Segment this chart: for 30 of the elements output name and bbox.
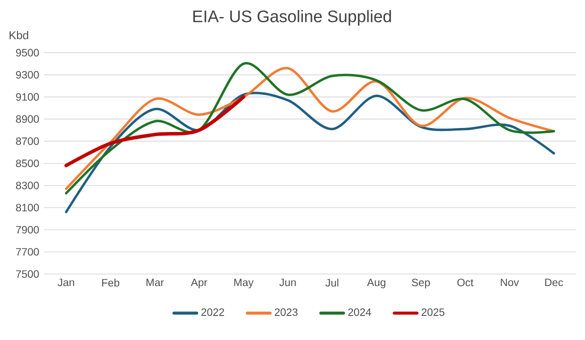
y-tick-label: 7900 [16, 226, 39, 234]
y-tick-label: 9100 [16, 93, 39, 101]
x-tick-label: Oct [457, 278, 474, 286]
y-tick-label: 9300 [16, 71, 39, 79]
y-tick-label: 8300 [16, 182, 39, 190]
line-series [64, 95, 246, 168]
y-tick-label: 7700 [16, 248, 39, 256]
x-tick-label: Aug [367, 278, 386, 288]
legend-label: 2024 [348, 308, 372, 316]
x-tick-label: Sep [412, 278, 430, 288]
y-tick-label: 8700 [16, 137, 39, 145]
chart-title: EIA- US Gasoline Supplied [193, 10, 391, 26]
y-tick-label: 8900 [16, 115, 39, 123]
x-tick-label: May [234, 278, 254, 288]
y-axis-title: Kbd [10, 30, 28, 40]
x-tick-label: Jun [279, 278, 296, 286]
y-tick-label: 7500 [16, 270, 39, 278]
y-tick-label: 8100 [16, 204, 39, 212]
y-tick-label: 8500 [16, 160, 39, 168]
legend-label: 2023 [274, 308, 298, 316]
legend-label: 2025 [422, 308, 444, 316]
x-tick-label: Nov [500, 278, 519, 286]
x-tick-label: Apr [190, 278, 208, 288]
x-tick-label: Dec [545, 278, 564, 286]
x-tick-label: Jan [58, 278, 74, 286]
x-tick-label: Feb [102, 278, 120, 287]
legend-label: 2022 [201, 308, 224, 316]
x-tick-label: Jul [326, 278, 338, 287]
y-tick-label: 9500 [16, 48, 39, 56]
x-tick-label: Mar [146, 278, 164, 286]
